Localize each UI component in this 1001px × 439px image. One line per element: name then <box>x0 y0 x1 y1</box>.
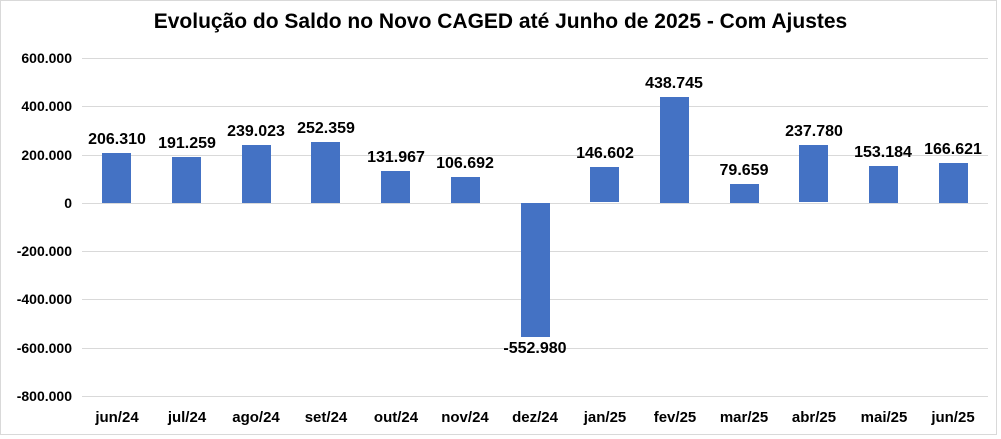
x-axis-tick-label: dez/24 <box>512 409 558 426</box>
x-axis-tick-label: jun/24 <box>95 409 139 426</box>
y-axis-tick-label: -800.000 <box>16 388 72 404</box>
bar-value-label: 206.310 <box>88 131 146 148</box>
x-axis-tick-label: mar/25 <box>719 409 769 426</box>
bar-mai-25[interactable] <box>869 166 898 203</box>
bar-dez-24[interactable] <box>521 203 550 337</box>
bar-mar-25[interactable] <box>730 184 759 203</box>
x-axis-tick-label: jul/24 <box>167 409 207 426</box>
x-axis-tick-label: set/24 <box>304 409 348 426</box>
horizontal-gridline <box>82 348 988 349</box>
bar-value-label: 79.659 <box>719 162 769 179</box>
bar-value-label: 146.602 <box>576 145 634 162</box>
x-axis-tick-label: jan/25 <box>583 409 627 426</box>
x-axis-tick-label: abr/25 <box>791 409 837 426</box>
bar-value-label: 239.023 <box>227 123 285 140</box>
bar-value-label: 166.621 <box>924 141 982 158</box>
bar-value-label: 131.967 <box>367 149 425 166</box>
y-axis-tick-label: 400.000 <box>21 98 72 114</box>
bar-out-24[interactable] <box>381 171 410 203</box>
bar-jul-24[interactable] <box>172 157 201 203</box>
bar-jun-25[interactable] <box>939 163 968 203</box>
bar-value-label: 438.745 <box>645 75 703 92</box>
y-axis-tick-label: 200.000 <box>21 147 72 163</box>
bar-nov-24[interactable] <box>451 177 480 203</box>
chart-title: Evolução do Saldo no Novo CAGED até Junh… <box>153 10 848 33</box>
bar-value-label: -552.980 <box>503 340 567 357</box>
bar-ago-24[interactable] <box>242 145 271 203</box>
y-axis-tick-label: -200.000 <box>16 243 72 259</box>
x-axis-tick-label: jun/25 <box>931 409 975 426</box>
bar-fev-25[interactable] <box>660 97 689 203</box>
bar-set-24[interactable] <box>311 142 340 203</box>
x-axis-tick-label: fev/25 <box>653 409 697 426</box>
bar-value-label: 252.359 <box>297 120 355 137</box>
horizontal-gridline <box>82 396 988 397</box>
bar-value-label: 191.259 <box>158 135 216 152</box>
y-axis-tick-label: -600.000 <box>16 340 72 356</box>
y-axis-tick-label: 600.000 <box>21 50 72 66</box>
x-axis-tick-label: mai/25 <box>860 409 908 426</box>
horizontal-gridline <box>82 106 988 107</box>
bar-value-label: 153.184 <box>854 144 912 161</box>
bar-value-label: 106.692 <box>436 155 494 172</box>
horizontal-gridline <box>82 155 988 156</box>
x-axis-tick-label: ago/24 <box>232 409 280 426</box>
bar-jun-24[interactable] <box>102 153 131 203</box>
horizontal-gridline <box>82 58 988 59</box>
x-axis-tick-label: out/24 <box>373 409 419 426</box>
bar-jan-25[interactable] <box>590 167 619 202</box>
x-axis-tick-label: nov/24 <box>441 409 489 426</box>
bar-value-label: 237.780 <box>785 123 843 140</box>
y-axis-tick-label: 0 <box>64 195 72 211</box>
y-axis-tick-label: -400.000 <box>16 291 72 307</box>
bar-abr-25[interactable] <box>799 145 828 202</box>
